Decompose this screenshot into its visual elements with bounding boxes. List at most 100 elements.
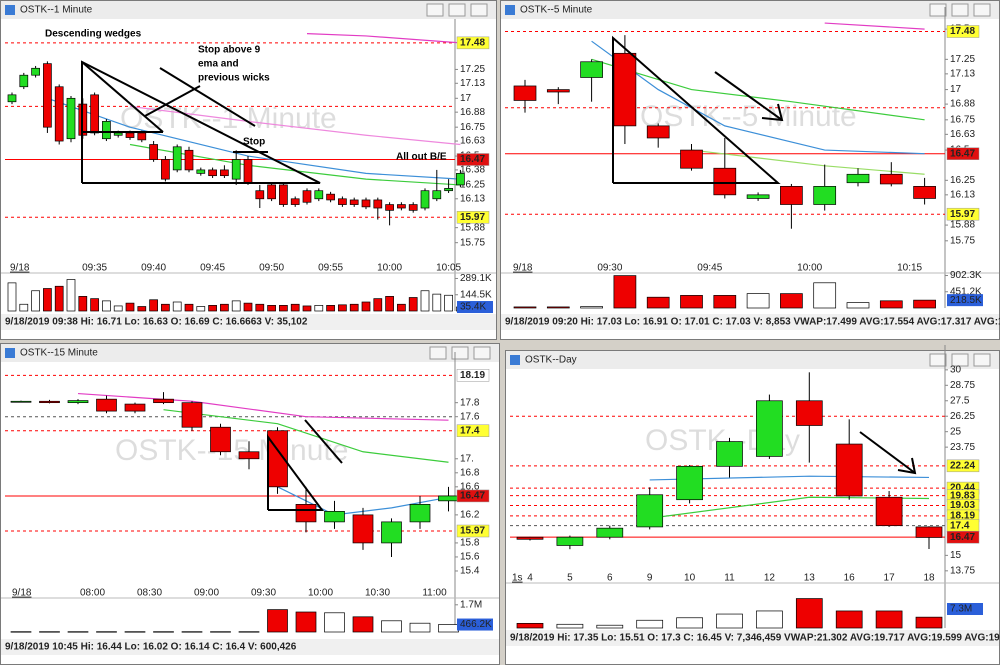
- window-button[interactable]: [473, 346, 491, 360]
- price-marker: [946, 530, 980, 544]
- candle-body: [302, 190, 312, 203]
- candle-body: [713, 167, 737, 196]
- volume-bar: [338, 304, 347, 312]
- volume-bar: [420, 290, 430, 312]
- price-marker-label: 17.4: [950, 520, 970, 531]
- volume-bar: [7, 282, 17, 312]
- wedge-line: [81, 61, 164, 133]
- volume-bar: [302, 305, 312, 312]
- y-tick-label: 15.8: [460, 538, 480, 549]
- x-tick-label: 13: [804, 573, 816, 584]
- candle-body: [795, 400, 823, 426]
- window-button[interactable]: [470, 3, 488, 17]
- window-button[interactable]: [951, 3, 969, 17]
- y-tick-label: 17.8: [460, 397, 480, 408]
- candle-body: [913, 186, 936, 199]
- candle-body: [67, 400, 89, 404]
- y-tick-label: 16.13: [460, 193, 485, 204]
- window-button[interactable]: [929, 3, 947, 17]
- window-title: OSTK--15 Minute: [20, 348, 98, 359]
- window-title: OSTK--5 Minute: [520, 5, 593, 16]
- price-marker: [946, 147, 980, 160]
- volume-bar: [231, 300, 241, 312]
- candle-body: [255, 190, 265, 200]
- window: [505, 350, 1000, 665]
- volume-bar: [408, 297, 418, 312]
- window-icon: [5, 5, 15, 15]
- candle-body: [39, 400, 60, 404]
- window-button[interactable]: [451, 346, 469, 360]
- x-tick-label: 18: [923, 573, 935, 584]
- price-marker-label: 15.97: [950, 209, 975, 220]
- candle-body: [66, 97, 76, 140]
- volume-bar: [90, 298, 99, 312]
- candle-body: [546, 89, 570, 93]
- candle-body: [338, 198, 347, 205]
- volume-bar: [381, 620, 402, 633]
- volume-bar: [352, 616, 374, 633]
- volume-bar: [243, 302, 253, 312]
- window-button[interactable]: [929, 353, 947, 367]
- y-tick-label: 15: [950, 550, 962, 561]
- price-marker: [456, 489, 490, 503]
- volume-bar: [210, 631, 231, 633]
- volume-bar: [349, 303, 359, 312]
- candle-body: [290, 198, 300, 205]
- title-bar: [1, 344, 499, 362]
- price-marker-label: 18.19: [950, 511, 975, 522]
- y-tick-label: 30: [950, 364, 962, 375]
- candle-body: [680, 149, 703, 169]
- volume-bar: [67, 631, 89, 633]
- price-marker: [946, 207, 980, 221]
- candle-body: [184, 149, 194, 171]
- x-tick-label: 10:15: [897, 263, 922, 274]
- window-button[interactable]: [429, 346, 447, 360]
- window-button[interactable]: [973, 3, 991, 17]
- candle-body: [444, 188, 453, 192]
- price-marker-label: 17.48: [950, 26, 975, 37]
- price-marker: [946, 459, 980, 473]
- volume-marker-label: 35.4K: [460, 302, 486, 313]
- price-marker: [456, 369, 490, 382]
- arrow: [859, 431, 916, 474]
- status-line: 9/18/2019 Hi: 17.35 Lo: 15.51 O: 17.3 C:…: [510, 633, 1000, 644]
- price-marker-label: 19.83: [950, 490, 975, 501]
- candle-body: [636, 494, 664, 528]
- volume-bar: [19, 303, 29, 312]
- window-icon: [510, 355, 520, 365]
- annotation: All out B/E: [396, 152, 447, 163]
- window-button[interactable]: [426, 3, 444, 17]
- x-tick-label: 11: [724, 573, 735, 584]
- x-tick-label: 5: [567, 573, 573, 584]
- x-tick-label: 11:00: [422, 588, 447, 599]
- annotations: Descending wedges Stop above 9 ema and p…: [45, 29, 447, 163]
- candle-body: [397, 204, 406, 209]
- volume-bar: [546, 306, 570, 309]
- volume-bar: [361, 301, 371, 312]
- volume-bar: [444, 294, 453, 312]
- price-marker-label: 19.03: [950, 500, 975, 511]
- x-tick-label: 09:00: [194, 588, 219, 599]
- volume-bar: [102, 300, 111, 312]
- charts: 17.2517.131716.8816.7516.6316.516.3816.2…: [5, 22, 1000, 653]
- price-marker-label: 17.48: [460, 38, 485, 49]
- x-tick-label: 10:30: [365, 588, 390, 599]
- window-button[interactable]: [951, 353, 969, 367]
- date-label: 9/18: [513, 263, 533, 274]
- date-label: 9/18: [10, 263, 30, 274]
- y-tick-label: 16.88: [950, 99, 975, 110]
- volume-tick-label: 451.2K: [950, 286, 982, 297]
- y-tick-label: 17.13: [460, 78, 485, 89]
- y-tick-label: 15.88: [460, 222, 485, 233]
- window-button[interactable]: [448, 3, 466, 17]
- volume-bar: [613, 275, 637, 309]
- indicator-line: [306, 33, 461, 44]
- volume-bar: [556, 623, 584, 629]
- candle-body: [326, 193, 335, 201]
- window-button[interactable]: [973, 353, 991, 367]
- volume-bar: [813, 282, 837, 309]
- price-marker: [456, 424, 490, 437]
- volume-bar: [875, 610, 903, 629]
- volume-bar: [385, 296, 394, 312]
- price-marker-label: 15.97: [460, 212, 485, 223]
